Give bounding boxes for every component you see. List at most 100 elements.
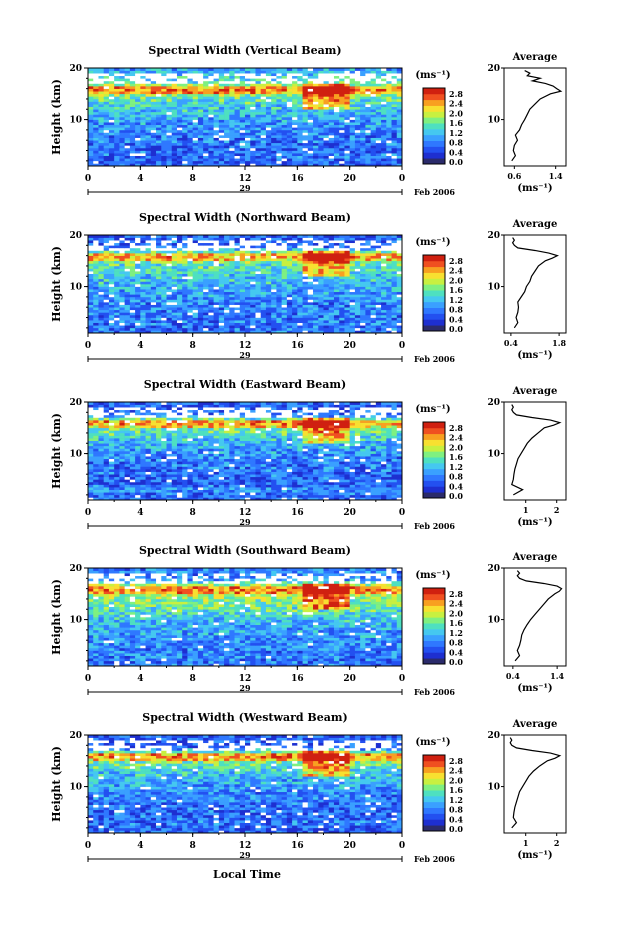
heatmap-cell bbox=[176, 258, 183, 262]
heatmap-cell bbox=[297, 314, 303, 318]
heatmap-cell bbox=[354, 140, 361, 144]
heatmap-cell bbox=[88, 317, 94, 321]
heatmap-cell bbox=[124, 153, 131, 156]
heatmap-cell bbox=[218, 145, 225, 149]
heatmap-cell bbox=[88, 245, 94, 249]
heatmap-cell bbox=[108, 281, 115, 285]
heatmap-cell bbox=[218, 327, 225, 331]
heatmap-cell bbox=[192, 304, 199, 308]
heatmap-cell bbox=[229, 492, 235, 496]
heatmap-cell bbox=[234, 122, 241, 126]
heatmap-cell bbox=[386, 322, 392, 326]
heatmap-cell bbox=[218, 276, 225, 280]
heatmap-cell bbox=[213, 273, 220, 277]
x-tick-label: 8 bbox=[190, 174, 196, 184]
heatmap-cell bbox=[145, 314, 152, 318]
heatmap-cell bbox=[135, 302, 141, 305]
heatmap-cell bbox=[365, 245, 371, 249]
colorbar-segment bbox=[423, 260, 445, 268]
heatmap-cell bbox=[281, 291, 288, 295]
heatmap-cell bbox=[114, 73, 120, 77]
heatmap-cell bbox=[302, 160, 309, 164]
heatmap-cell bbox=[192, 109, 199, 113]
heatmap-cell bbox=[313, 153, 319, 156]
heatmap-cell bbox=[354, 163, 361, 167]
heatmap-cell bbox=[250, 109, 256, 113]
heatmap-cell bbox=[386, 88, 392, 92]
heatmap-cell bbox=[297, 281, 303, 285]
heatmap-cell bbox=[213, 255, 220, 259]
heatmap-cell bbox=[276, 330, 282, 334]
heatmap-cell bbox=[265, 245, 272, 249]
heatmap-cell bbox=[234, 235, 241, 238]
heatmap-cell bbox=[271, 247, 277, 251]
heatmap-cell bbox=[224, 302, 230, 305]
heatmap-cell bbox=[313, 78, 319, 82]
heatmap-cell bbox=[245, 497, 251, 501]
heatmap-cell bbox=[370, 242, 377, 246]
heatmap-cell bbox=[396, 135, 403, 138]
heatmap-cell bbox=[297, 258, 303, 262]
heatmap-cell bbox=[307, 91, 314, 95]
heatmap-cell bbox=[150, 147, 157, 151]
heatmap-cell bbox=[145, 265, 152, 269]
heatmap-cell bbox=[176, 68, 183, 71]
heatmap-cell bbox=[375, 494, 382, 498]
heatmap-cell bbox=[93, 88, 99, 92]
heatmap-cell bbox=[140, 273, 146, 277]
heatmap-cell bbox=[234, 124, 241, 128]
heatmap-cell bbox=[176, 273, 183, 277]
heatmap-cell bbox=[129, 145, 136, 149]
heatmap-cell bbox=[318, 106, 324, 110]
heatmap-cell bbox=[391, 268, 398, 272]
heatmap-cell bbox=[145, 70, 152, 74]
heatmap-cell bbox=[328, 145, 335, 149]
heatmap-cell bbox=[365, 312, 371, 316]
heatmap-cell bbox=[176, 153, 183, 156]
heatmap-cell bbox=[313, 124, 319, 128]
heatmap-cell bbox=[187, 312, 193, 316]
heatmap-cell bbox=[370, 312, 377, 316]
heatmap-cell bbox=[197, 312, 204, 316]
y-tick-label: 10 bbox=[69, 283, 82, 293]
heatmap-cell bbox=[360, 106, 366, 110]
heatmap-cell bbox=[93, 302, 99, 305]
heatmap-cell bbox=[218, 247, 225, 251]
heatmap-cell bbox=[129, 260, 136, 264]
heatmap-cell bbox=[245, 299, 251, 303]
heatmap-cell bbox=[386, 129, 392, 133]
heatmap-cell bbox=[344, 83, 350, 87]
colorbar-tick-label: 0.0 bbox=[449, 324, 463, 334]
heatmap-cell bbox=[333, 278, 340, 282]
heatmap-cell bbox=[370, 325, 377, 329]
heatmap-cell bbox=[370, 247, 377, 251]
heatmap-cell bbox=[302, 119, 309, 123]
heatmap-cell bbox=[182, 150, 188, 154]
heatmap-cell bbox=[234, 158, 241, 162]
heatmap-cell bbox=[265, 163, 272, 167]
heatmap-cell bbox=[239, 492, 246, 496]
heatmap-cell bbox=[292, 253, 298, 256]
heatmap-cell bbox=[166, 153, 173, 156]
heatmap-cell bbox=[323, 80, 330, 84]
heatmap-cell bbox=[381, 240, 387, 244]
heatmap-cell bbox=[260, 307, 267, 311]
heatmap-cell bbox=[344, 135, 350, 138]
heatmap-cell bbox=[391, 294, 398, 298]
heatmap-cell bbox=[119, 497, 125, 501]
heatmap-cell bbox=[171, 325, 178, 329]
heatmap-cell bbox=[229, 111, 235, 115]
heatmap-cell bbox=[192, 153, 199, 156]
heatmap-cell bbox=[260, 80, 267, 84]
heatmap-cell bbox=[229, 88, 235, 92]
heatmap-cell bbox=[391, 137, 398, 141]
heatmap-cell bbox=[218, 129, 225, 133]
heatmap-cell bbox=[176, 147, 183, 151]
heatmap-cell bbox=[224, 291, 230, 295]
heatmap-cell bbox=[276, 276, 282, 280]
heatmap-cell bbox=[124, 75, 131, 79]
heatmap-cell bbox=[307, 289, 314, 293]
heatmap-cell bbox=[135, 145, 141, 149]
heatmap-cell bbox=[276, 150, 282, 154]
heatmap-cell bbox=[396, 93, 403, 97]
